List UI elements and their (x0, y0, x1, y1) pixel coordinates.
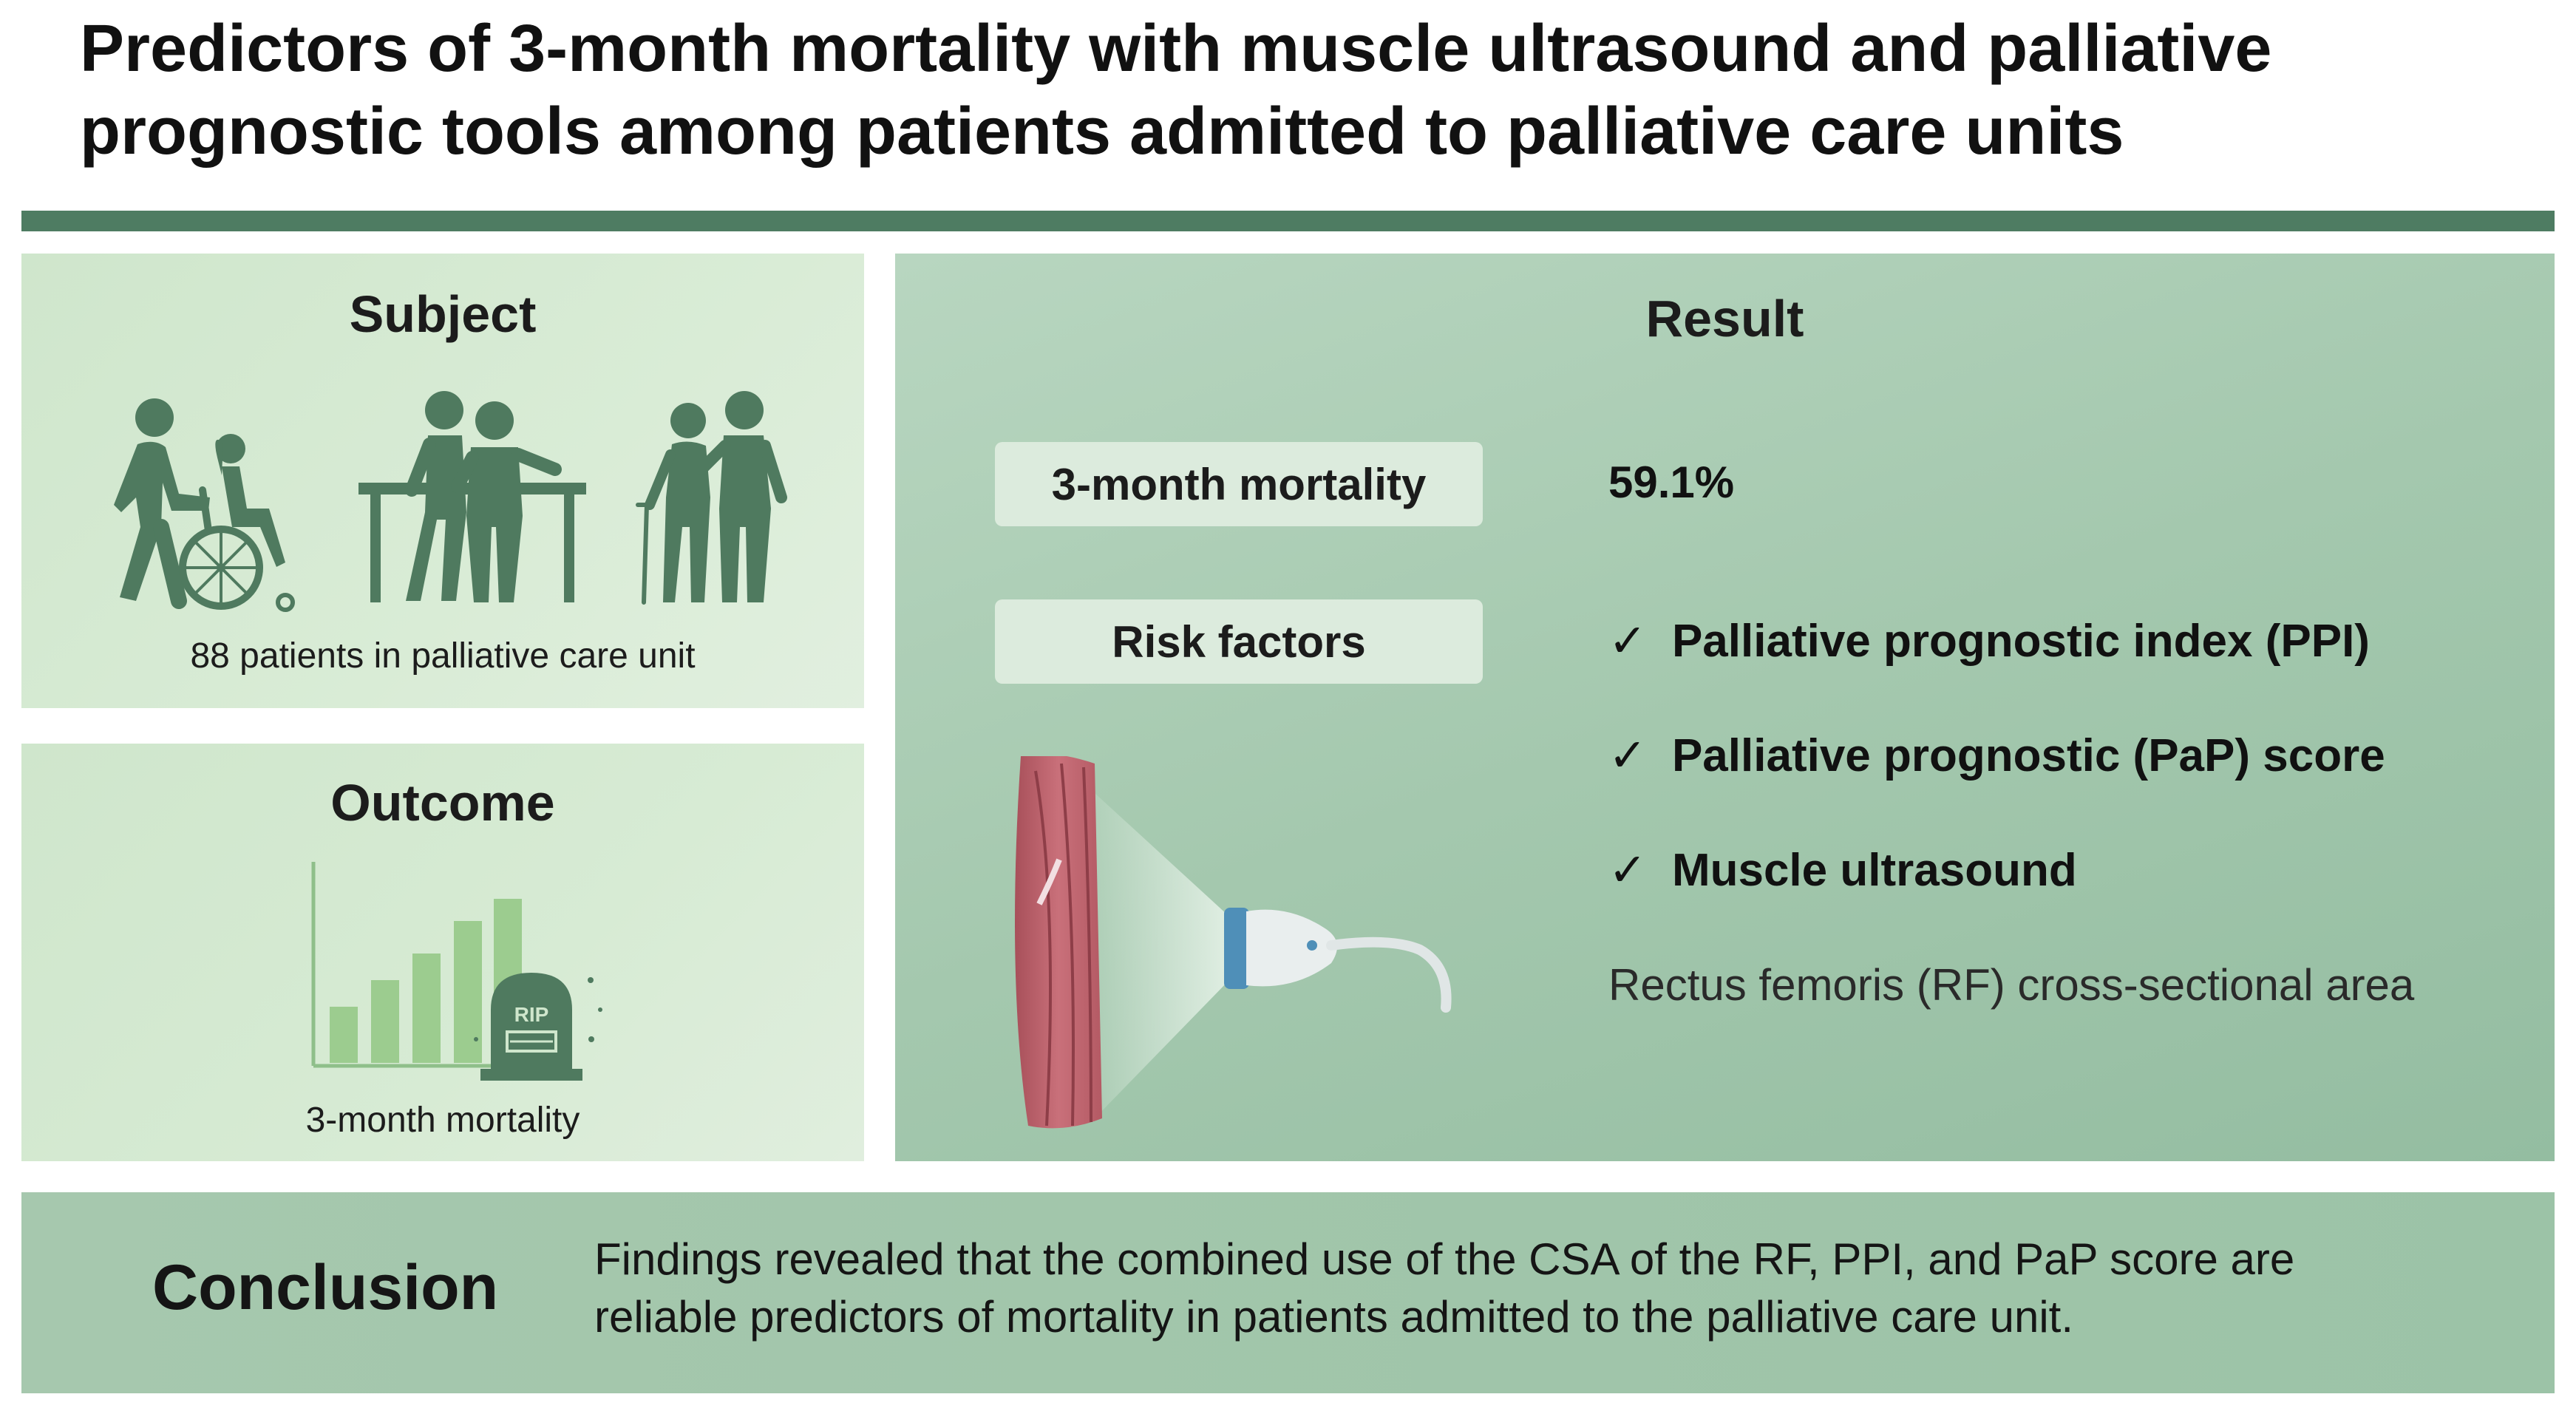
subject-heading: Subject (349, 285, 537, 343)
tombstone-text: RIP (514, 1003, 549, 1026)
wheelchair-care-icon (114, 398, 295, 612)
page-title: Predictors of 3-month mortality with mus… (80, 7, 2519, 173)
check-icon: ✓ (1608, 616, 1647, 667)
mortality-label-pill: 3-month mortality (995, 442, 1483, 526)
conclusion-text: Findings revealed that the combined use … (594, 1231, 2516, 1346)
outcome-panel: Outcome RIP 3-month mortality (21, 744, 864, 1161)
rehabilitation-bars-icon (358, 391, 586, 602)
walking-assistance-icon (636, 391, 787, 605)
check-icon: ✓ (1608, 730, 1647, 781)
title-line-2: prognostic tools among patients admitted… (80, 95, 2124, 169)
outcome-heading: Outcome (330, 774, 555, 832)
risk-factor-label: Muscle ultrasound (1671, 845, 2077, 896)
risk-factors-pill: Risk factors (995, 599, 1483, 684)
title-line-1: Predictors of 3-month mortality with mus… (80, 12, 2272, 86)
risk-factor-muscle-ultrasound: ✓ Muscle ultrasound (1608, 843, 2077, 897)
mortality-label: 3-month mortality (1051, 459, 1427, 509)
check-icon: ✓ (1608, 845, 1647, 896)
risk-factor-ppi: ✓ Palliative prognostic index (PPI) (1608, 613, 2370, 667)
risk-factor-label: Palliative prognostic (PaP) score (1671, 730, 2385, 781)
rectus-femoris-note: Rectus femoris (RF) cross-sectional area (1608, 960, 2415, 1010)
conclusion-line-2: reliable predictors of mortality in pati… (594, 1292, 2074, 1342)
tombstone-icon: RIP (474, 973, 602, 1081)
result-panel: Result 3-month mortality 59.1% Risk fact… (895, 254, 2555, 1161)
subject-panel: Subject (21, 254, 864, 708)
conclusion-panel: Conclusion Findings revealed that the co… (21, 1192, 2555, 1393)
outcome-caption: 3-month mortality (305, 1101, 580, 1140)
result-heading: Result (1645, 290, 1804, 347)
risk-factors-label: Risk factors (1112, 616, 1366, 667)
conclusion-line-1: Findings revealed that the combined use … (594, 1234, 2295, 1284)
risk-factor-pap: ✓ Palliative prognostic (PaP) score (1608, 728, 2385, 782)
mortality-value: 59.1% (1608, 458, 1735, 507)
subject-caption: 88 patients in palliative care unit (190, 636, 696, 676)
conclusion-heading: Conclusion (152, 1252, 499, 1323)
thigh-ultrasound-probe-icon (1015, 756, 1452, 1129)
risk-factor-label: Palliative prognostic index (PPI) (1671, 616, 2370, 667)
title-divider (21, 211, 2555, 231)
